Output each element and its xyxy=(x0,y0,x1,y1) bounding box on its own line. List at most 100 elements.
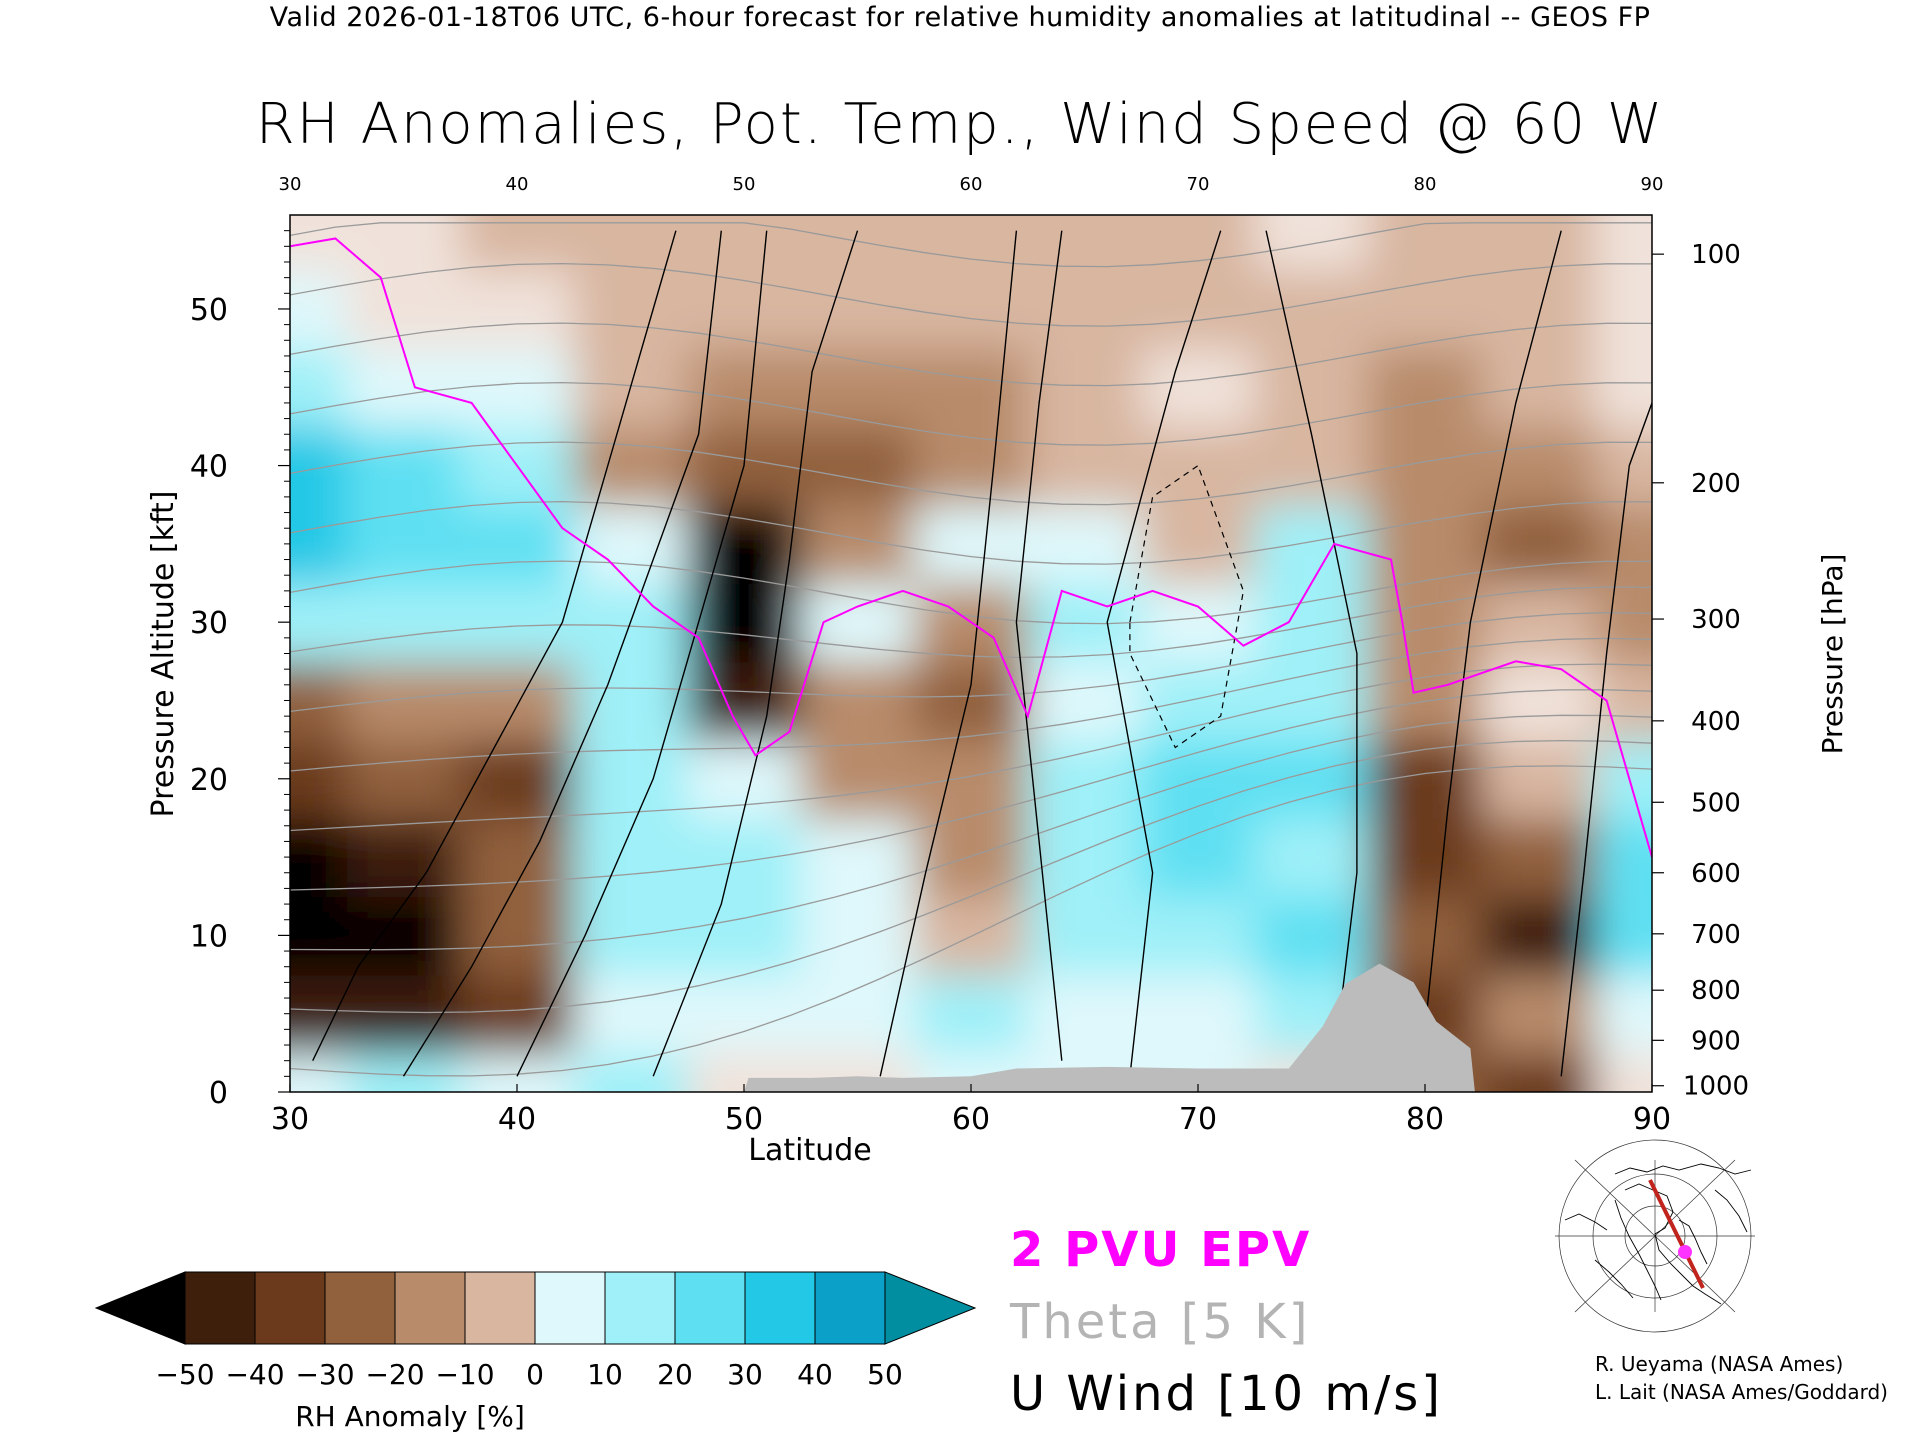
x-top-tick-label: 60 xyxy=(960,174,983,195)
rh-cell xyxy=(1595,739,1652,819)
rh-cell xyxy=(1027,661,1143,741)
rh-cell xyxy=(1595,504,1652,585)
theta-contour-290 xyxy=(290,739,1652,1014)
rh-cell xyxy=(290,348,348,428)
colorbar-tick-label: 50 xyxy=(867,1358,903,1391)
rh-cell xyxy=(1141,348,1256,428)
colorbar-tick-label: 10 xyxy=(587,1358,623,1391)
rh-cell xyxy=(346,583,462,663)
rh-cell xyxy=(1254,739,1370,819)
rh-cell xyxy=(346,1052,462,1092)
colorbar-tick-label: −20 xyxy=(365,1358,424,1391)
chart-title: RH Anomalies, Pot. Temp., Wind Speed @ 6… xyxy=(255,92,1665,157)
rh-cell xyxy=(1368,426,1483,506)
rh-cell xyxy=(914,817,1029,898)
colorbar-tick-label: 20 xyxy=(657,1358,693,1391)
rh-cell xyxy=(573,426,689,506)
theta-contour-330 xyxy=(290,637,1652,772)
rh-cell xyxy=(346,817,462,898)
u-wind-contour xyxy=(1106,230,1222,1077)
rh-cell xyxy=(687,269,802,350)
colorbar: −50 −40 −30 −20 −10 0 10 20 30 40 50 xyxy=(94,1271,977,1391)
rh-cell xyxy=(1595,974,1652,1054)
colorbar-segment xyxy=(744,1271,816,1345)
rh-cell xyxy=(290,739,348,819)
pressure-tick-label: 200 xyxy=(1691,469,1741,499)
rh-cell xyxy=(1141,896,1256,976)
rh-cell xyxy=(800,817,916,898)
rh-cell xyxy=(1368,348,1483,428)
rh-cell xyxy=(346,896,462,976)
rh-cell xyxy=(914,269,1029,350)
rh-cell xyxy=(1141,583,1256,663)
pressure-tick-label: 400 xyxy=(1691,707,1741,737)
rh-cell xyxy=(800,974,916,1054)
rh-cell xyxy=(1595,817,1652,898)
credit-author-2: L. Lait (NASA Ames/Goddard) xyxy=(1595,1380,1888,1404)
colorbar-segment xyxy=(184,1271,256,1345)
rh-cell xyxy=(1254,215,1370,271)
rh-cell xyxy=(800,583,916,663)
rh-cell xyxy=(1141,504,1256,585)
rh-cell xyxy=(800,661,916,741)
rh-cell xyxy=(460,661,575,741)
rh-cell xyxy=(573,974,689,1054)
legend-theta: Theta [5 K] xyxy=(1010,1294,1311,1350)
rh-cell xyxy=(573,504,689,585)
y-tick-label: 0 xyxy=(209,1076,228,1111)
colorbar-tick-label: −40 xyxy=(225,1358,284,1391)
rh-cell xyxy=(1595,583,1652,663)
rh-cell xyxy=(1481,896,1597,976)
valid-time-header: Valid 2026-01-18T06 UTC, 6-hour forecast… xyxy=(269,2,1651,33)
u-wind-contour xyxy=(402,230,722,1077)
x-tick-label: 30 xyxy=(271,1102,309,1137)
rh-cell xyxy=(346,974,462,1054)
rh-cell xyxy=(1368,817,1483,898)
u-wind-contour xyxy=(652,230,859,1077)
rh-cell xyxy=(290,1052,348,1092)
colorbar-tick-label: 30 xyxy=(727,1358,763,1391)
rh-cell xyxy=(1254,896,1370,976)
u-wind-contour-negative xyxy=(1129,464,1245,749)
rh-cell xyxy=(800,504,916,585)
rh-cell xyxy=(1027,739,1143,819)
colorbar-segment xyxy=(254,1271,326,1345)
rh-cell xyxy=(1481,1052,1597,1092)
rh-cell xyxy=(1595,215,1652,271)
rh-cell xyxy=(460,504,575,585)
rh-cell xyxy=(800,896,916,976)
y-axis-title: Pressure Altitude [kft] xyxy=(146,491,181,818)
theta-contour-300 xyxy=(290,714,1652,951)
theta-contour-410 xyxy=(290,262,1652,327)
heatmap-cells xyxy=(290,215,1652,1092)
y-tick-label: 20 xyxy=(190,763,228,798)
pressure-tick-label: 600 xyxy=(1691,859,1741,889)
rh-cell xyxy=(914,215,1029,271)
rh-cell xyxy=(573,215,689,271)
rh-cell xyxy=(346,348,462,428)
pressure-tick-label: 300 xyxy=(1691,605,1741,635)
colorbar-title: RH Anomaly [%] xyxy=(295,1400,525,1433)
rh-cell xyxy=(1481,583,1597,663)
colorbar-segment xyxy=(324,1271,396,1345)
rh-cell xyxy=(1368,215,1483,271)
x-top-tick-label: 80 xyxy=(1414,174,1437,195)
theta-contour-420 xyxy=(290,222,1652,268)
rh-cell xyxy=(460,215,575,271)
section-marker xyxy=(1678,1245,1692,1259)
colorbar-segment xyxy=(814,1271,886,1345)
rh-cell xyxy=(1481,426,1597,506)
rh-cell xyxy=(460,269,575,350)
y-tick-label: 50 xyxy=(190,293,228,328)
rh-cell xyxy=(346,269,462,350)
u-wind-contour xyxy=(312,230,677,1062)
x-top-tick-label: 30 xyxy=(279,174,302,195)
u-wind-contour xyxy=(1265,230,1358,1061)
rh-cell xyxy=(346,504,462,585)
rh-cell xyxy=(1481,739,1597,819)
pressure-tick-label: 100 xyxy=(1691,240,1741,270)
x-top-tick-label: 70 xyxy=(1187,174,1210,195)
rh-cell xyxy=(1027,896,1143,976)
colorbar-segment xyxy=(674,1271,746,1345)
theta-contour-390 xyxy=(290,381,1652,446)
